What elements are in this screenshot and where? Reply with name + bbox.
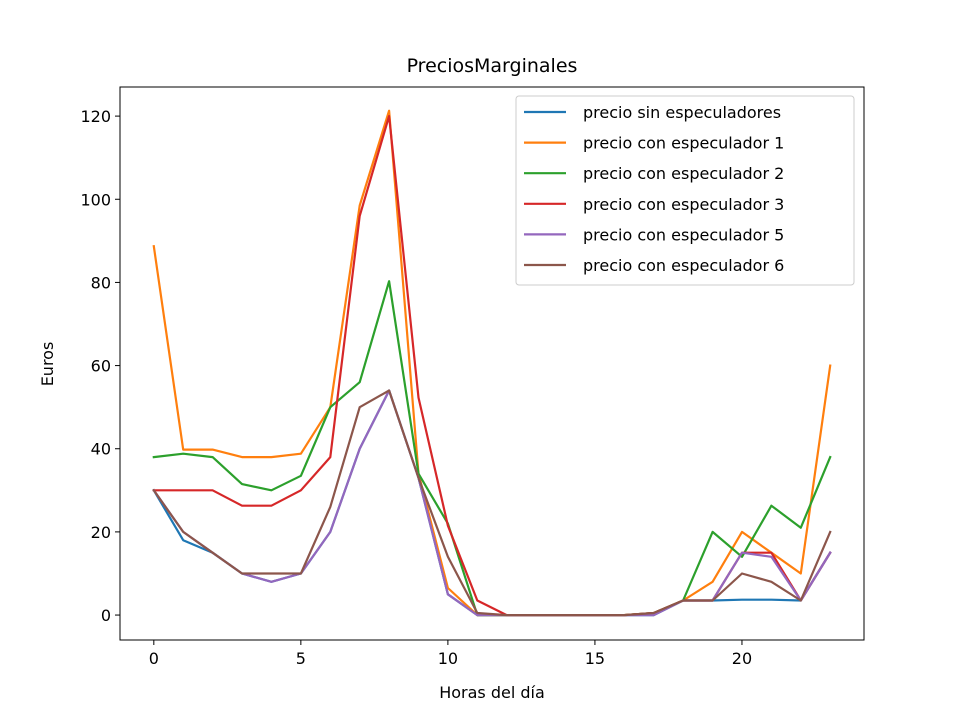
- legend-box: [515, 95, 855, 286]
- legend-label: precio con especulador 6: [583, 256, 784, 275]
- plot-frame: [119, 86, 865, 641]
- y-tick-label: 120: [80, 107, 111, 126]
- chart-title: PreciosMarginales: [407, 55, 578, 77]
- x-tick-label: 10: [438, 649, 458, 668]
- y-tick-label: 60: [91, 357, 111, 376]
- legend-label: precio con especulador 3: [583, 195, 784, 214]
- y-tick-label: 20: [91, 523, 111, 542]
- series-line-6: [152, 389, 832, 617]
- legend: precio sin especuladores precio con espec…: [515, 95, 855, 286]
- y-tick-label: 40: [91, 440, 111, 459]
- x-tick-label: 15: [585, 649, 605, 668]
- legend-label: precio con especulador 2: [583, 164, 784, 183]
- y-axis: 0 20 40 60 80 100 120: [80, 107, 120, 625]
- legend-label: precio con especulador 5: [583, 225, 784, 244]
- y-axis-title: Euros: [38, 342, 57, 387]
- y-tick-label: 0: [101, 606, 111, 625]
- y-tick-label: 80: [91, 273, 111, 292]
- legend-label: precio sin especuladores: [583, 103, 781, 122]
- x-axis-title: Horas del día: [439, 683, 545, 702]
- x-tick-label: 0: [149, 649, 159, 668]
- y-tick-label: 100: [80, 190, 111, 209]
- x-tick-label: 20: [732, 649, 752, 668]
- x-tick-label: 5: [296, 649, 306, 668]
- plot-area: [119, 86, 865, 641]
- series-lines: [152, 109, 832, 617]
- x-axis: 0 5 10 15 20: [149, 640, 752, 668]
- legend-label: precio con especulador 1: [583, 134, 784, 153]
